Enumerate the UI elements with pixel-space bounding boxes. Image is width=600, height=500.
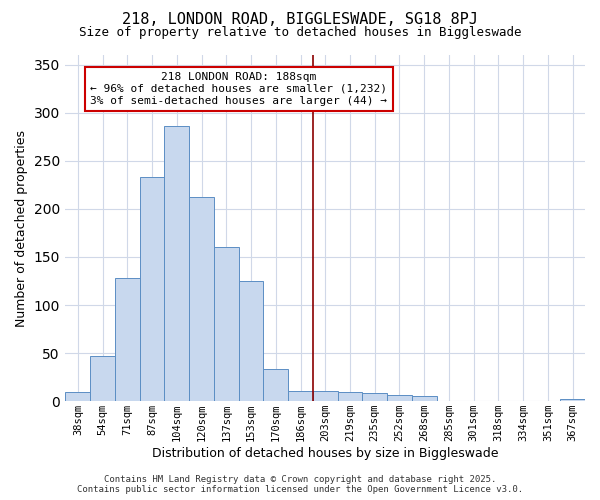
Bar: [90, 356, 115, 401]
Text: 218, LONDON ROAD, BIGGLESWADE, SG18 8PJ: 218, LONDON ROAD, BIGGLESWADE, SG18 8PJ: [122, 12, 478, 28]
Bar: [387, 396, 412, 401]
X-axis label: Distribution of detached houses by size in Biggleswade: Distribution of detached houses by size …: [152, 447, 499, 460]
Y-axis label: Number of detached properties: Number of detached properties: [15, 130, 28, 326]
Bar: [239, 281, 263, 401]
Bar: [189, 198, 214, 401]
Bar: [115, 278, 140, 401]
Bar: [263, 370, 288, 401]
Bar: [288, 390, 313, 401]
Bar: [412, 396, 437, 401]
Text: Size of property relative to detached houses in Biggleswade: Size of property relative to detached ho…: [79, 26, 521, 39]
Bar: [338, 392, 362, 401]
Text: 218 LONDON ROAD: 188sqm
← 96% of detached houses are smaller (1,232)
3% of semi-: 218 LONDON ROAD: 188sqm ← 96% of detache…: [90, 72, 387, 106]
Bar: [560, 399, 585, 401]
Bar: [164, 126, 189, 401]
Bar: [140, 177, 164, 401]
Bar: [65, 392, 90, 401]
Bar: [313, 390, 338, 401]
Bar: [214, 248, 239, 401]
Text: Contains HM Land Registry data © Crown copyright and database right 2025.
Contai: Contains HM Land Registry data © Crown c…: [77, 474, 523, 494]
Bar: [362, 392, 387, 401]
